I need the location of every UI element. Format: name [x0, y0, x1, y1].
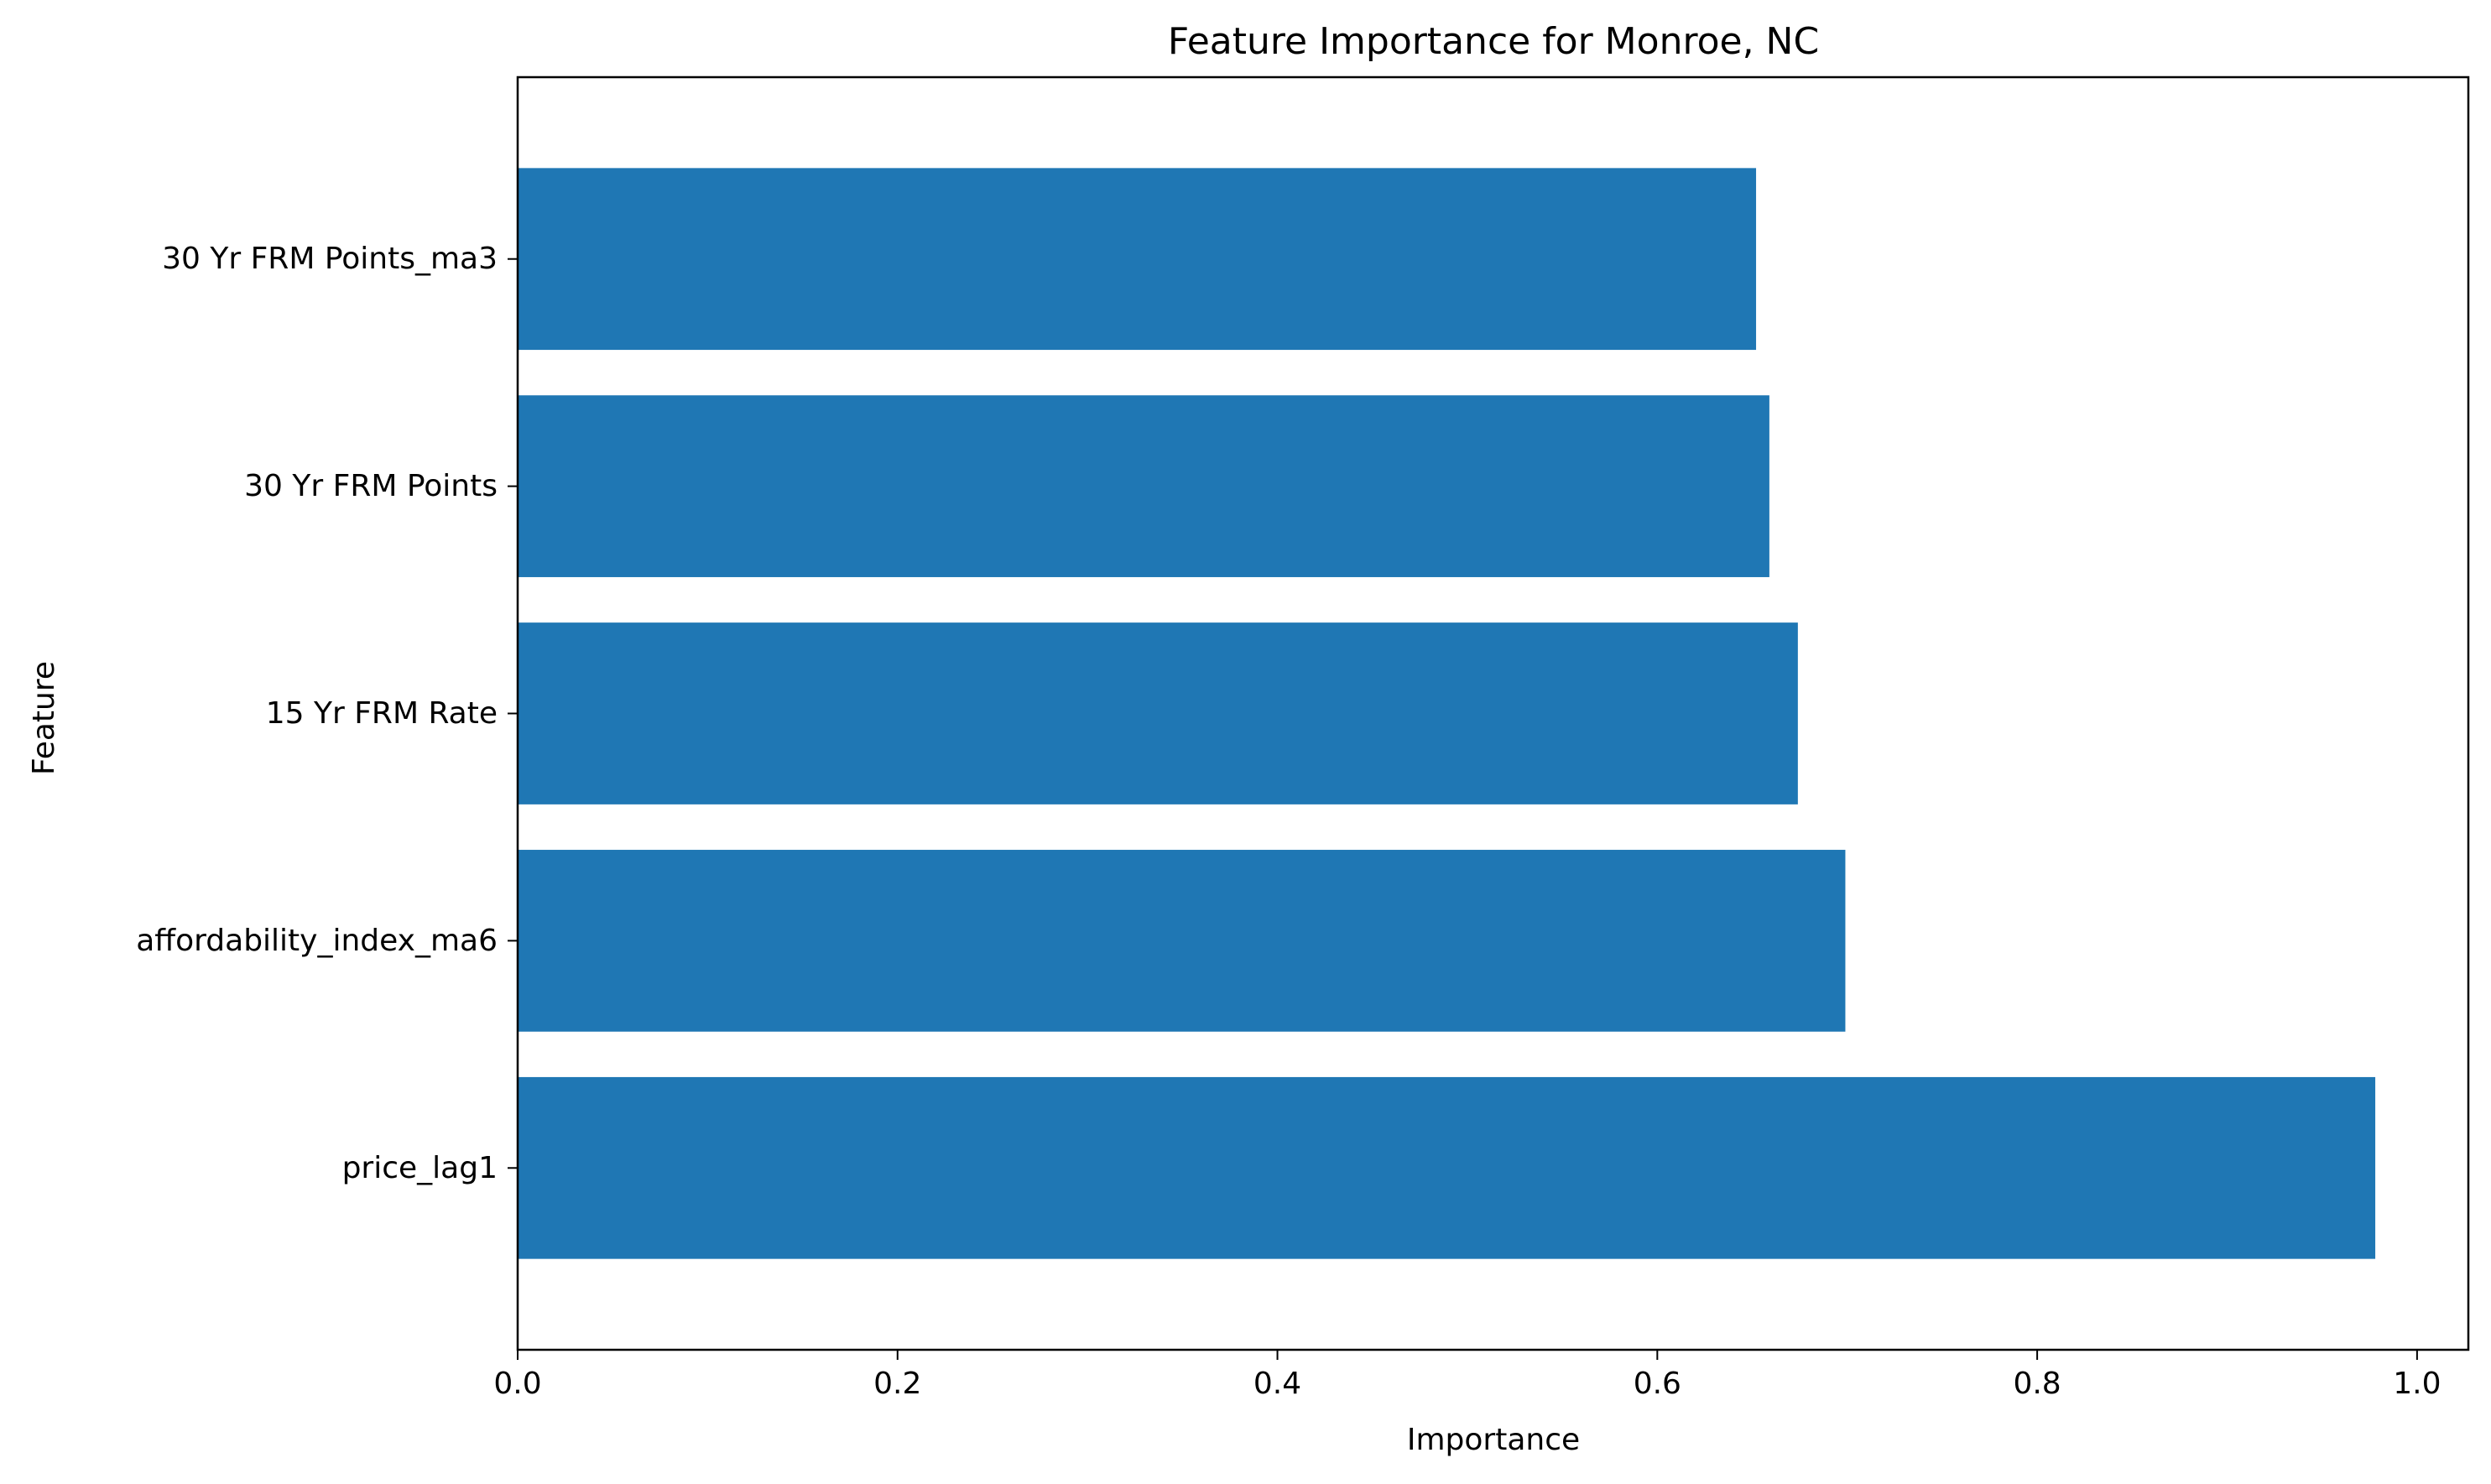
- y-tick-label-1: affordability_index_ma6: [136, 924, 498, 958]
- x-axis-label: Importance: [1407, 1423, 1580, 1457]
- x-tick-label-0: 0.0: [493, 1367, 541, 1401]
- y-tick-label-0: price_lag1: [342, 1151, 498, 1185]
- bar-2: [518, 622, 1798, 804]
- x-tick-label-4: 0.8: [2013, 1367, 2061, 1401]
- bar-3: [518, 395, 1769, 577]
- plot-frame: [516, 76, 2470, 1351]
- chart-title: Feature Importance for Monroe, NC: [1168, 20, 1819, 63]
- x-tick-label-1: 0.2: [873, 1367, 921, 1401]
- bars-group: [518, 168, 2376, 1259]
- x-tick-label-5: 1.0: [2393, 1367, 2441, 1401]
- y-tick-label-4: 30 Yr FRM Points_ma3: [162, 242, 498, 276]
- y-ticks-group: price_lag1 affordability_index_ma6 15 Yr F…: [136, 242, 518, 1185]
- bar-4: [518, 168, 1757, 351]
- x-tick-label-2: 0.4: [1253, 1367, 1301, 1401]
- y-axis-label: Feature: [27, 661, 61, 775]
- bar-1: [518, 850, 1846, 1032]
- bar-0: [518, 1076, 2376, 1259]
- x-tick-label-3: 0.6: [1634, 1367, 1681, 1401]
- y-tick-label-3: 30 Yr FRM Points: [244, 469, 498, 503]
- x-ticks-group: 0.0 0.2 0.4 0.6 0.8 1.0: [493, 1350, 2441, 1401]
- y-tick-label-2: 15 Yr FRM Rate: [266, 696, 498, 731]
